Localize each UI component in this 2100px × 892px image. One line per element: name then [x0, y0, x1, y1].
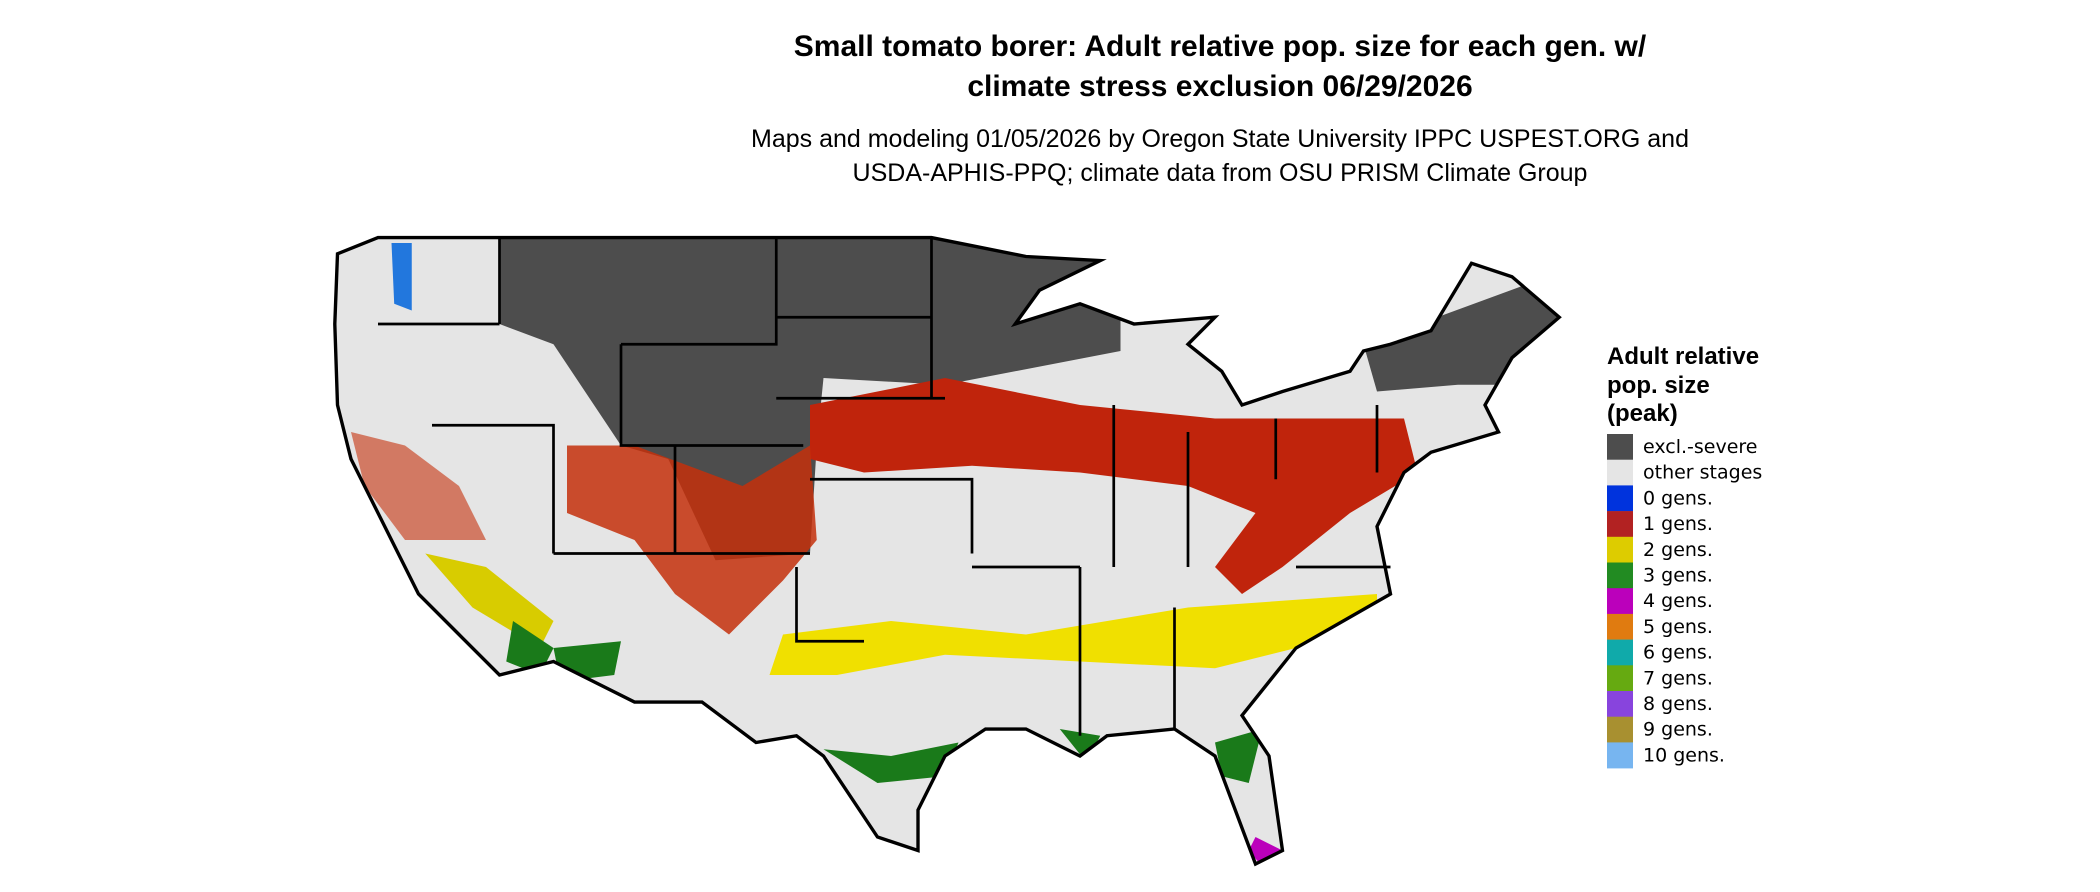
legend-label: 10 gens. [1643, 744, 1725, 766]
legend-swatch [1607, 716, 1633, 743]
legend-label: 6 gens. [1643, 642, 1713, 664]
legend-label: other stages [1643, 462, 1762, 484]
legend-label: 8 gens. [1643, 693, 1713, 715]
legend-title: pop. size [1607, 372, 1710, 399]
legend-swatch [1607, 691, 1633, 717]
legend-swatch [1607, 588, 1633, 615]
legend-label: 1 gens. [1643, 513, 1713, 535]
legend-label: 4 gens. [1643, 590, 1713, 612]
subtitle-line: USDA-APHIS-PPQ; climate data from OSU PR… [853, 159, 1588, 187]
legend-label: 9 gens. [1643, 719, 1713, 741]
legend-swatch [1607, 613, 1633, 640]
legend-title: (peak) [1607, 400, 1678, 427]
legend-swatch [1607, 562, 1633, 589]
legend-swatch [1607, 434, 1633, 460]
legend-swatch [1607, 485, 1633, 512]
legend-swatch [1607, 665, 1633, 692]
legend-swatch [1607, 459, 1633, 486]
legend-title: Adult relative [1607, 343, 1759, 370]
title-line: climate stress exclusion 06/29/2026 [967, 70, 1472, 103]
legend-swatch [1607, 511, 1633, 538]
legend-label: 5 gens. [1643, 616, 1713, 638]
legend-label: 7 gens. [1643, 667, 1713, 689]
legend-label: 3 gens. [1643, 565, 1713, 587]
subtitle-line: Maps and modeling 01/05/2026 by Oregon S… [751, 125, 1689, 153]
legend-label: 0 gens. [1643, 487, 1713, 509]
title-line: Small tomato borer: Adult relative pop. … [794, 30, 1647, 63]
legend-swatch [1607, 536, 1633, 563]
legend-swatch [1607, 742, 1633, 769]
legend-label: excl.-severe [1643, 436, 1758, 458]
legend-label: 2 gens. [1643, 539, 1713, 561]
legend-swatch [1607, 639, 1633, 666]
legend: Adult relative pop. size (peak) excl.-se… [1607, 343, 1762, 769]
map [333, 235, 1561, 866]
